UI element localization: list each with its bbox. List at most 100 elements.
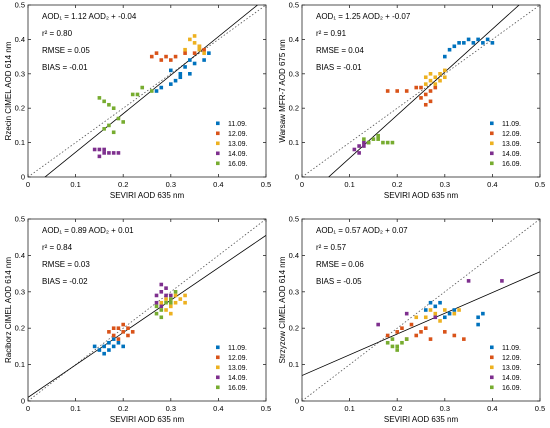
data-point [164, 300, 168, 305]
data-point [433, 75, 438, 80]
data-point [395, 330, 399, 334]
data-point [92, 147, 97, 152]
y-tick-label: 0.2 [15, 324, 25, 333]
x-tick-label: 0.2 [118, 404, 128, 413]
x-tick-label: 0.3 [440, 404, 450, 413]
legend-label: 12.09. [502, 355, 522, 362]
legend-marker [216, 131, 220, 136]
data-point [154, 89, 159, 93]
data-point [443, 68, 447, 73]
one-to-one-line [302, 219, 540, 401]
data-point [385, 140, 390, 145]
y-tick-label: 0.1 [289, 360, 299, 369]
rmse-label: RMSE = 0.03 [42, 260, 90, 269]
y-tick-label: 0.1 [15, 138, 25, 147]
x-tick-label: 0.5 [535, 180, 545, 189]
data-point [476, 37, 480, 42]
data-point [102, 151, 106, 155]
data-point [481, 41, 485, 45]
data-point [376, 137, 380, 141]
data-point [395, 348, 399, 352]
data-point [159, 282, 164, 287]
data-point [192, 34, 197, 38]
data-point [376, 133, 380, 138]
data-point [476, 322, 480, 327]
data-point [169, 58, 173, 62]
data-point [462, 41, 466, 45]
data-point [192, 51, 197, 55]
data-point [173, 78, 178, 83]
data-point [159, 290, 164, 294]
data-point [362, 137, 366, 141]
data-point [102, 351, 106, 356]
y-tick-label: 0.2 [15, 104, 25, 113]
x-tick-label: 0 [300, 404, 304, 413]
data-point [452, 308, 457, 312]
y-tick-label: 0.1 [15, 360, 25, 369]
panel-1: 00 0.1 0.1 0.2 0.2 0.3 0.3 0.4 0.4 0.5 0.5 AOD₁ = 1… [4, 1, 271, 201]
data-point [362, 144, 366, 148]
data-point [202, 47, 206, 52]
x-tick-label: 0 [26, 180, 30, 189]
y-tick-label: 0.3 [289, 287, 299, 296]
data-point [376, 322, 380, 327]
legend-marker [490, 141, 494, 146]
data-point [159, 304, 164, 309]
data-point [423, 92, 428, 97]
x-tick-label: 0.1 [70, 180, 80, 189]
data-point [433, 85, 438, 90]
data-point [433, 304, 438, 309]
x-axis-label: SEVIRI AOD 635 nm [110, 191, 185, 200]
data-point [419, 85, 423, 90]
axes-frame [301, 218, 541, 402]
data-point [395, 344, 399, 349]
data-point [385, 340, 390, 345]
legend-marker [216, 385, 220, 390]
regression-line [302, 271, 540, 376]
data-point [443, 315, 447, 320]
data-point [414, 315, 419, 320]
x-tick-label: 0.1 [70, 404, 80, 413]
data-point [197, 47, 202, 52]
data-point [428, 72, 433, 76]
data-point [107, 330, 111, 334]
data-point [452, 311, 457, 316]
data-point [197, 44, 202, 49]
data-point [116, 326, 121, 330]
data-point [419, 330, 423, 334]
legend-marker [216, 355, 220, 360]
legend-marker [490, 151, 494, 156]
y-tick-label: 0.4 [289, 35, 299, 44]
r-squared: r² = 0.91 [316, 29, 347, 38]
data-point [404, 311, 409, 316]
data-point [178, 75, 183, 80]
data-point [485, 37, 490, 42]
bias-label: BIAS = -0.05 [316, 277, 362, 286]
data-point [202, 51, 206, 55]
regression-line [28, 235, 266, 398]
data-point [164, 293, 168, 298]
data-point [192, 61, 197, 66]
x-tick-label: 0.5 [261, 404, 271, 413]
y-tick-label: 0.5 [289, 1, 299, 10]
data-point [154, 304, 159, 309]
x-tick-label: 0.1 [344, 404, 354, 413]
legend-marker [490, 355, 494, 360]
legend-marker [490, 121, 494, 126]
data-point [154, 300, 159, 305]
legend-label: 16.09. [502, 161, 522, 168]
x-tick-label: 0.4 [213, 404, 223, 413]
fit-equation: AOD₁ = 0.89 AOD₂ + 0.01 [42, 226, 134, 235]
legend-marker [216, 151, 220, 156]
panel-2: 00 0.1 0.1 0.2 0.2 0.3 0.3 0.4 0.4 0.5 0.5 AOD₁ = 1… [278, 1, 545, 201]
data-point [390, 140, 395, 145]
x-tick-label: 0.1 [344, 180, 354, 189]
data-point [362, 140, 366, 145]
x-tick-label: 0 [26, 404, 30, 413]
data-point [169, 82, 173, 86]
data-point [352, 147, 357, 152]
legend-label: 14.09. [228, 151, 248, 158]
data-point [159, 300, 164, 305]
data-point [471, 41, 476, 45]
